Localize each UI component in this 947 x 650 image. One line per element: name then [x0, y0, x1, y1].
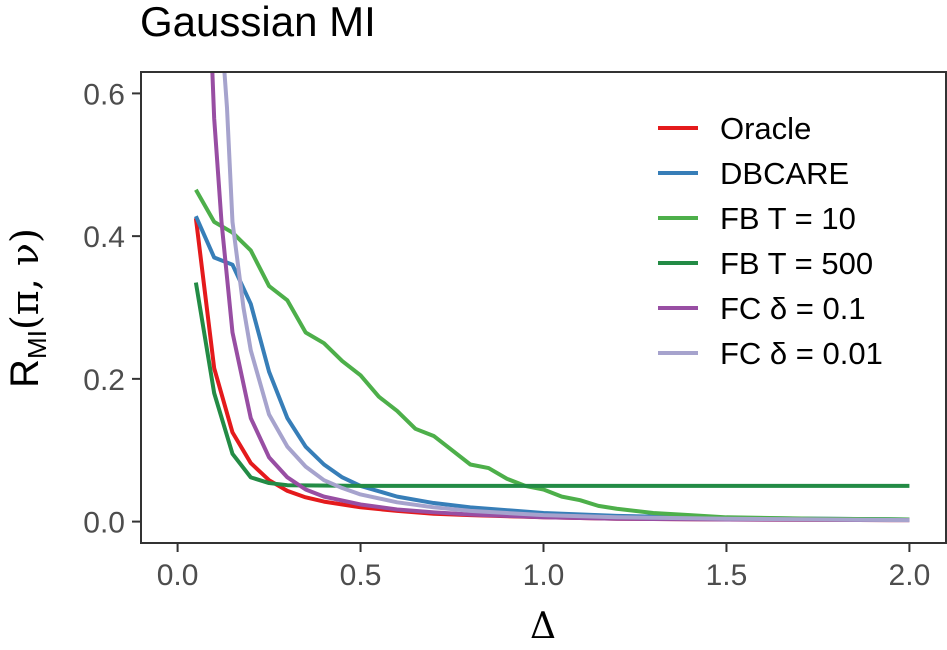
series-line-fb-t-10: [194, 188, 910, 522]
x-tick-label: 0.0: [157, 559, 199, 592]
x-tick-label: 1.0: [523, 559, 565, 592]
series-line-fc-0-01: [222, 72, 910, 523]
x-axis: 0.0 0.5 1.0 1.5 2.0: [157, 543, 931, 592]
x-tick-label: 0.5: [340, 559, 382, 592]
y-tick-label: 0.4: [83, 221, 125, 254]
plot-area: [140, 71, 947, 544]
series-layer: [193, 72, 910, 523]
legend-label: FB T = 500: [720, 246, 873, 281]
x-tick-label: 2.0: [889, 559, 931, 592]
chart-title: Gaussian MI: [140, 0, 376, 45]
y-tick-label: 0.0: [83, 507, 125, 540]
series-line-fb-t-500: [193, 282, 910, 488]
legend-label: Oracle: [720, 111, 811, 146]
x-axis-label: Δ: [530, 606, 556, 647]
legend-label: FC δ = 0.1: [720, 291, 866, 326]
y-axis-label: RMI(π, ν): [3, 228, 52, 388]
y-axis: 0.0 0.2 0.4 0.6: [83, 78, 141, 540]
y-axis-label-args: (π, ν): [3, 228, 47, 330]
y-axis-label-sub: MI: [22, 330, 52, 359]
y-tick-label: 0.2: [83, 364, 125, 397]
y-axis-label-main: R: [3, 359, 47, 388]
legend: Oracle DBCARE FB T = 10 FB T = 500 FC δ = 0.…: [658, 111, 883, 371]
x-tick-label: 1.5: [706, 559, 748, 592]
y-tick-label: 0.6: [83, 78, 125, 111]
legend-label: DBCARE: [720, 156, 849, 191]
legend-label: FB T = 10: [720, 201, 856, 236]
legend-label: FC δ = 0.01: [720, 336, 883, 371]
